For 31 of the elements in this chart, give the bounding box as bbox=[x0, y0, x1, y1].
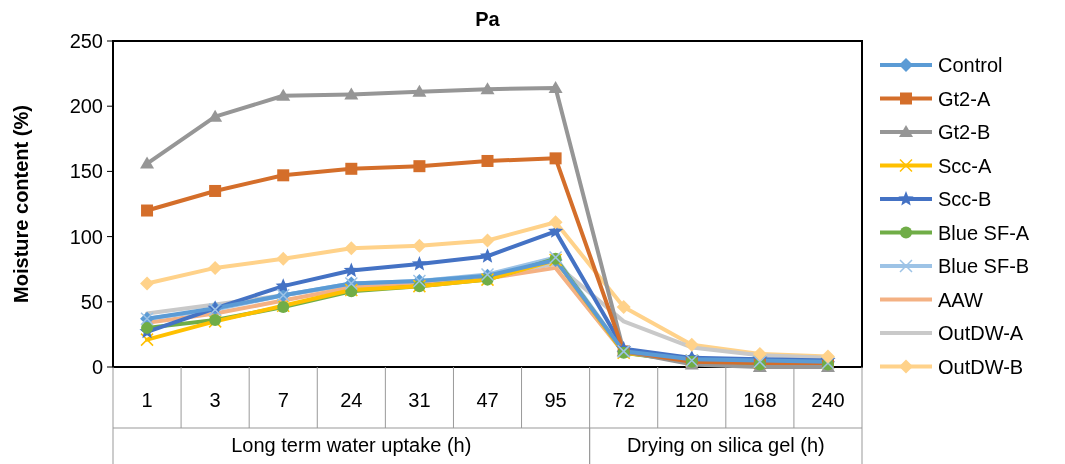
x-tick-label: 7 bbox=[277, 389, 289, 411]
y-tick-label: 50 bbox=[80, 290, 103, 313]
x-tick-label: 31 bbox=[408, 389, 431, 411]
legend-label: Scc-A bbox=[938, 154, 992, 177]
x-tick-label: 24 bbox=[340, 389, 363, 411]
legend-label: Blue SF-A bbox=[938, 221, 1030, 244]
legend-label: Gt2-B bbox=[938, 121, 991, 143]
y-tick-label: 0 bbox=[91, 356, 103, 378]
legend-label: OutDW-B bbox=[938, 355, 1024, 378]
legend-label: Control bbox=[938, 54, 1003, 76]
x-tick-label: 47 bbox=[476, 389, 499, 411]
x-tick-label: 95 bbox=[544, 389, 567, 411]
chart-title: Pa bbox=[475, 8, 501, 30]
x-tick-label: 1 bbox=[141, 389, 153, 411]
x-tick-label: 240 bbox=[811, 389, 845, 411]
y-tick-label: 100 bbox=[69, 225, 103, 248]
x-tick-label: 168 bbox=[743, 389, 777, 411]
y-axis-title: Moisture content (%) bbox=[10, 105, 32, 303]
legend-label: Gt2-A bbox=[938, 87, 991, 110]
y-tick-label: 150 bbox=[69, 160, 103, 183]
y-tick-label: 250 bbox=[69, 30, 103, 52]
x-tick-label: 72 bbox=[612, 389, 635, 411]
y-tick-label: 200 bbox=[69, 95, 103, 118]
text: Drying on silica gel (h) bbox=[626, 434, 825, 456]
legend-label: Blue SF-B bbox=[938, 255, 1030, 277]
x-tick-label: 120 bbox=[675, 389, 709, 411]
legend-label: AAW bbox=[938, 288, 983, 311]
legend-label: OutDW-A bbox=[938, 322, 1024, 344]
text: Long term water uptake (h) bbox=[231, 434, 472, 456]
x-tick-label: 3 bbox=[209, 389, 221, 411]
legend-label: Scc-B bbox=[938, 188, 992, 210]
